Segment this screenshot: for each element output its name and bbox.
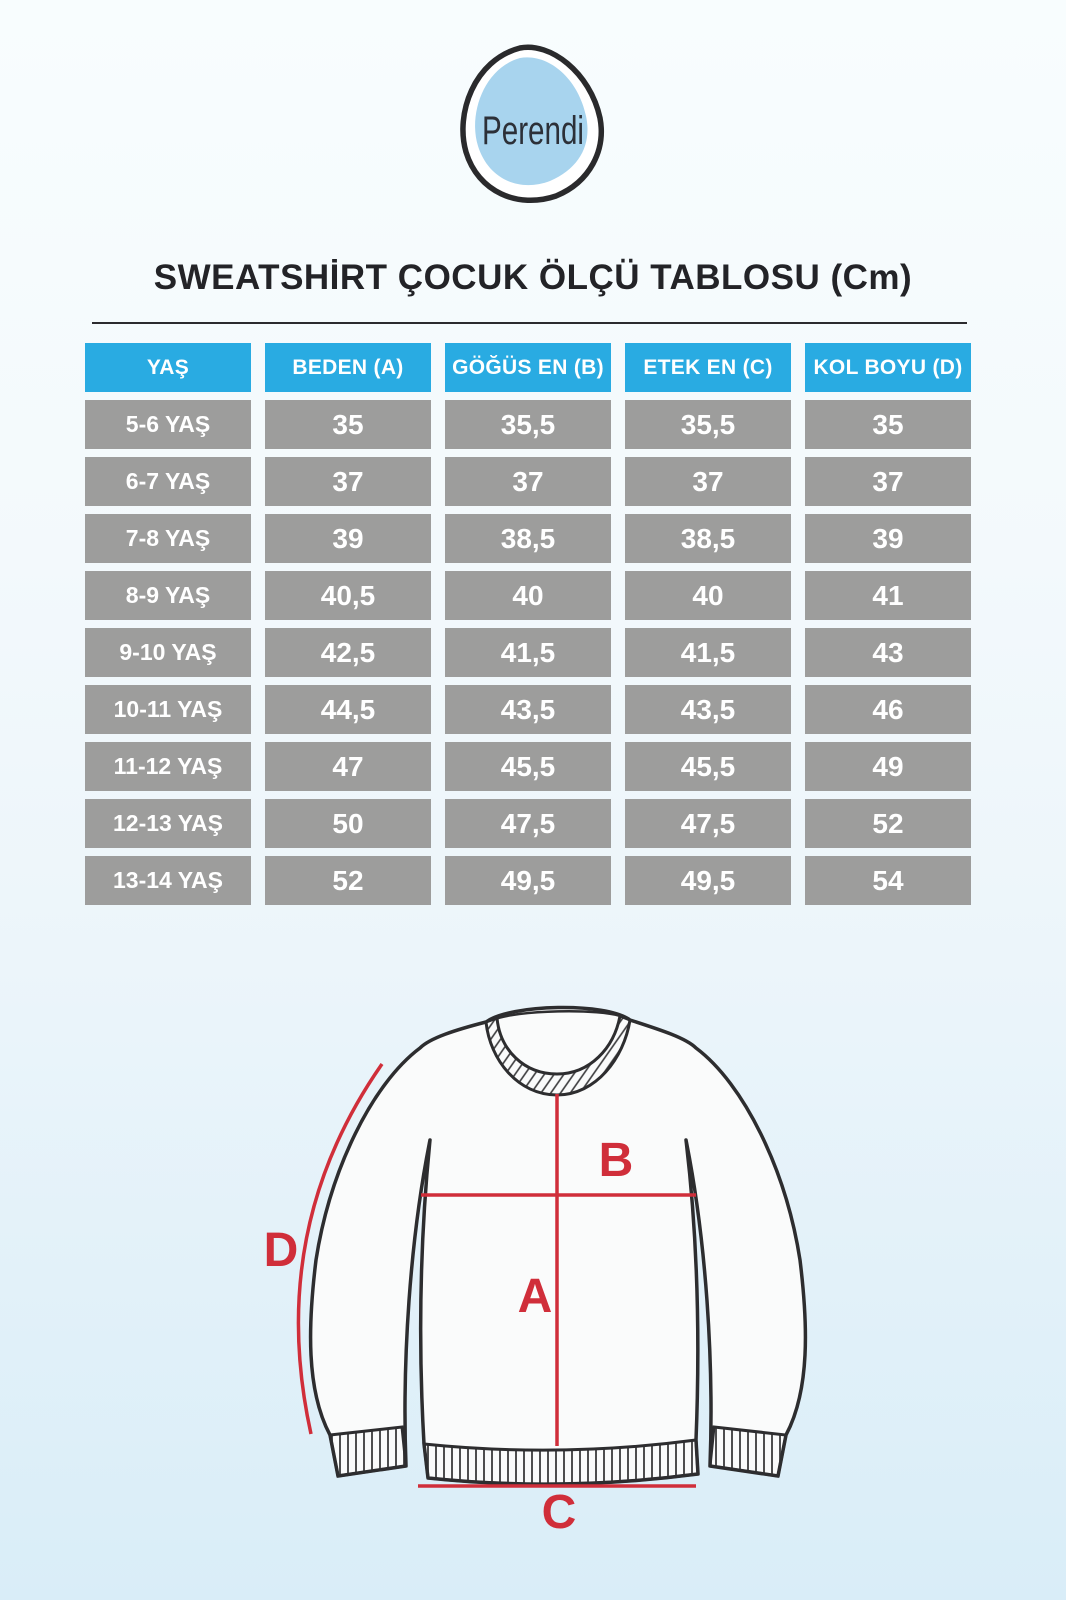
size-table: YAŞ BEDEN (A) GÖĞÜS EN (B) ETEK EN (C) K… — [85, 343, 971, 905]
age-cell: 8-9 YAŞ — [85, 571, 251, 620]
logo-brand-text: Perendi — [482, 109, 584, 153]
header-cell-gogus-en: GÖĞÜS EN (B) — [445, 343, 611, 392]
collar-band — [484, 1014, 632, 1097]
value-cell: 42,5 — [265, 628, 431, 677]
value-cell: 49 — [805, 742, 971, 791]
header-cell-etek-en: ETEK EN (C) — [625, 343, 791, 392]
value-cell: 44,5 — [265, 685, 431, 734]
value-cell: 43 — [805, 628, 971, 677]
value-cell: 45,5 — [625, 742, 791, 791]
age-cell: 12-13 YAŞ — [85, 799, 251, 848]
age-cell: 13-14 YAŞ — [85, 856, 251, 905]
value-cell: 35,5 — [625, 400, 791, 449]
value-cell: 47 — [265, 742, 431, 791]
value-cell: 35,5 — [445, 400, 611, 449]
value-cell: 52 — [265, 856, 431, 905]
value-cell: 37 — [445, 457, 611, 506]
hem-band — [422, 1438, 700, 1486]
value-cell: 46 — [805, 685, 971, 734]
value-cell: 35 — [805, 400, 971, 449]
age-cell: 5-6 YAŞ — [85, 400, 251, 449]
value-cell: 40 — [625, 571, 791, 620]
age-cell: 10-11 YAŞ — [85, 685, 251, 734]
label-d: D — [264, 1224, 299, 1277]
label-c: C — [542, 1486, 577, 1539]
cuff-left — [328, 1425, 408, 1478]
value-cell: 49,5 — [625, 856, 791, 905]
header-cell-yas: YAŞ — [85, 343, 251, 392]
value-cell: 45,5 — [445, 742, 611, 791]
value-cell: 35 — [265, 400, 431, 449]
age-cell: 9-10 YAŞ — [85, 628, 251, 677]
value-cell: 37 — [265, 457, 431, 506]
value-cell: 50 — [265, 799, 431, 848]
value-cell: 39 — [805, 514, 971, 563]
value-cell: 43,5 — [445, 685, 611, 734]
cuff-right — [708, 1425, 788, 1478]
header-cell-kol-boyu: KOL BOYU (D) — [805, 343, 971, 392]
perendi-logo: Perendi — [460, 44, 604, 203]
age-cell: 7-8 YAŞ — [85, 514, 251, 563]
value-cell: 52 — [805, 799, 971, 848]
sweatshirt-diagram: B A D C — [264, 1005, 808, 1539]
value-cell: 38,5 — [445, 514, 611, 563]
value-cell: 41,5 — [625, 628, 791, 677]
age-cell: 11-12 YAŞ — [85, 742, 251, 791]
value-cell: 37 — [805, 457, 971, 506]
value-cell: 49,5 — [445, 856, 611, 905]
value-cell: 41 — [805, 571, 971, 620]
value-cell: 37 — [625, 457, 791, 506]
logo-blob-fill — [475, 57, 588, 186]
measure-arc-d — [296, 1062, 384, 1435]
value-cell: 38,5 — [625, 514, 791, 563]
title-divider — [92, 322, 967, 324]
value-cell: 40 — [445, 571, 611, 620]
value-cell: 47,5 — [625, 799, 791, 848]
value-cell: 39 — [265, 514, 431, 563]
value-cell: 47,5 — [445, 799, 611, 848]
age-cell: 6-7 YAŞ — [85, 457, 251, 506]
header-cell-beden: BEDEN (A) — [265, 343, 431, 392]
value-cell: 43,5 — [625, 685, 791, 734]
label-b: B — [599, 1134, 634, 1187]
value-cell: 41,5 — [445, 628, 611, 677]
value-cell: 40,5 — [265, 571, 431, 620]
page-title: SWEATSHİRT ÇOCUK ÖLÇÜ TABLOSU (Cm) — [153, 258, 913, 297]
collar-inner-line — [492, 1010, 624, 1022]
value-cell: 54 — [805, 856, 971, 905]
label-a: A — [518, 1270, 553, 1323]
